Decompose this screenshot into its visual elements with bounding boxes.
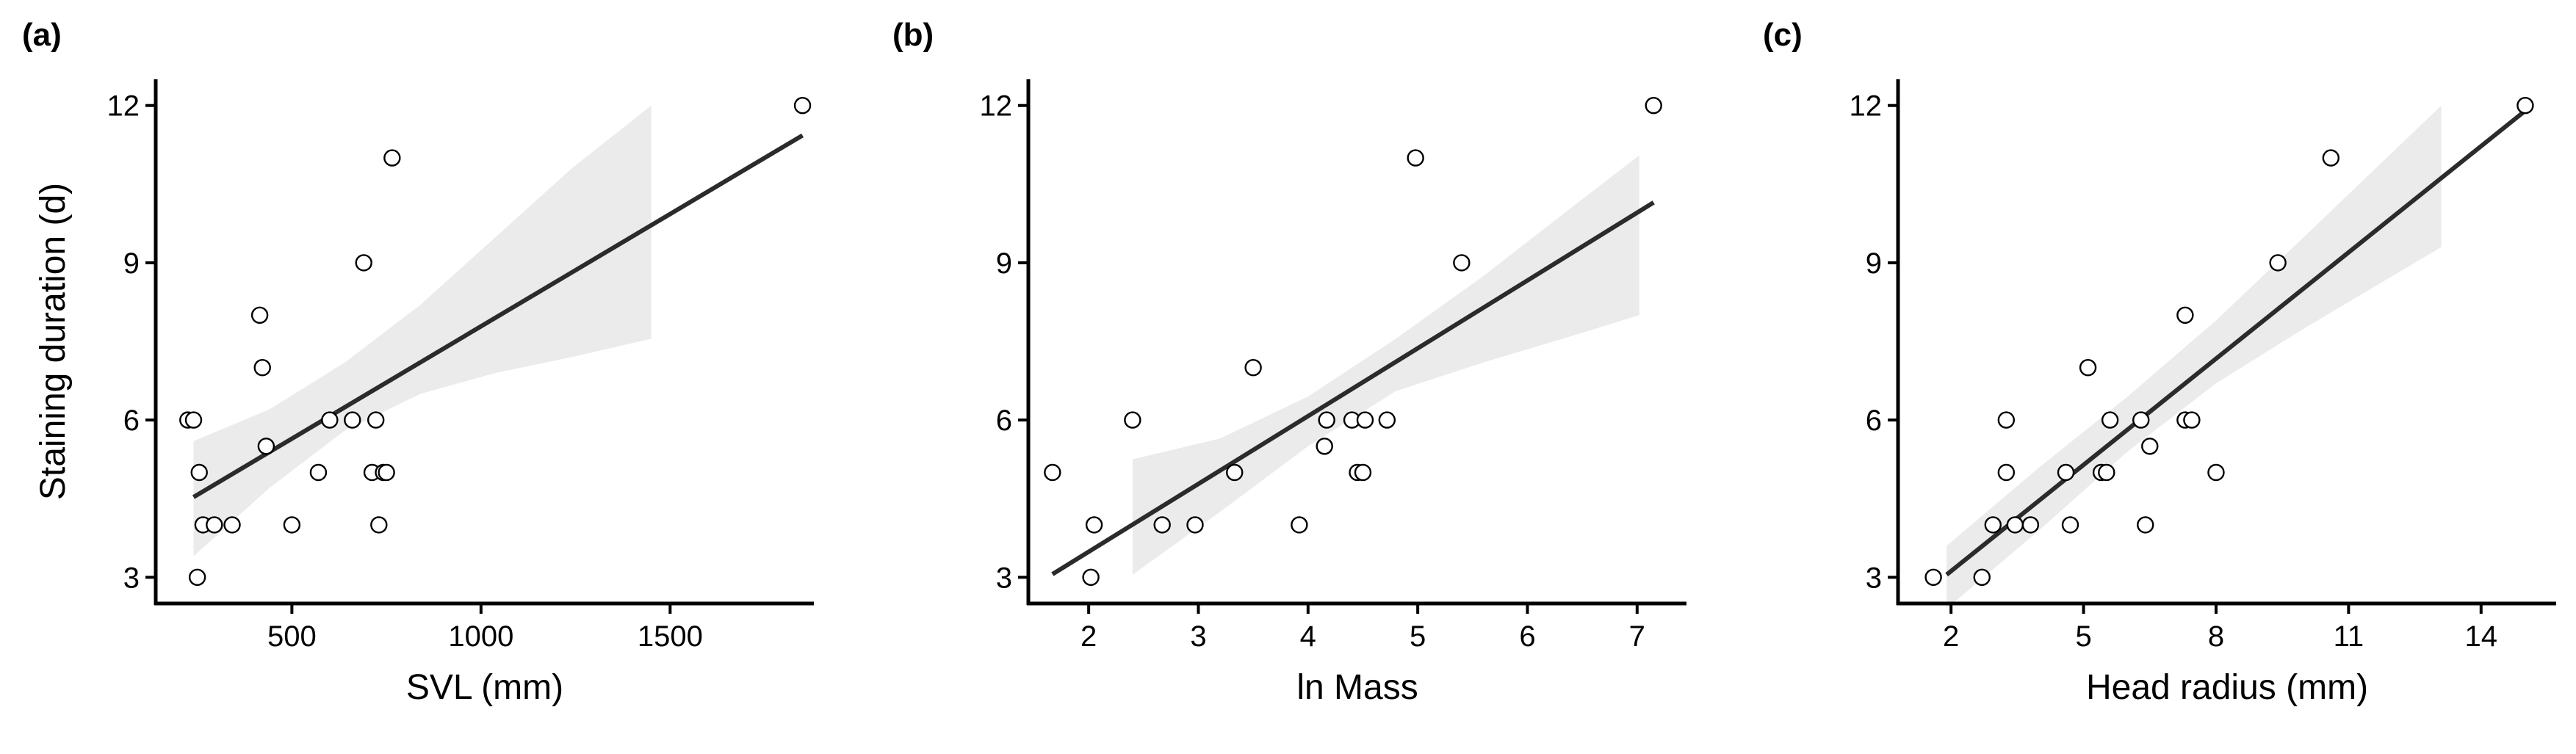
data-point bbox=[1378, 411, 1396, 429]
data-point bbox=[1085, 516, 1103, 534]
x-tick-label: 2 bbox=[1080, 620, 1097, 653]
y-tick-label: 9 bbox=[1866, 247, 1882, 280]
data-point bbox=[1318, 411, 1335, 429]
y-tick-label: 12 bbox=[1850, 90, 1883, 123]
panel-b: 3 6 9 12 2 3 4 5 6 7 ln Mass (b) bbox=[892, 17, 1686, 707]
panel-a: 3 6 9 12 500 1000 1500 SVL (mm) Staining duratio… bbox=[22, 17, 814, 707]
data-point bbox=[1356, 411, 1374, 429]
data-point bbox=[793, 96, 812, 115]
data-point bbox=[2101, 411, 2119, 429]
data-point bbox=[184, 411, 203, 429]
data-point bbox=[2176, 306, 2194, 324]
data-point bbox=[1354, 463, 1372, 482]
y-tick-label: 3 bbox=[1866, 562, 1882, 594]
y-tick-label: 6 bbox=[996, 405, 1012, 437]
data-point bbox=[2207, 463, 2225, 482]
x-axis-label: ln Mass bbox=[1296, 668, 1418, 707]
data-point bbox=[1316, 438, 1333, 455]
data-point bbox=[1153, 516, 1171, 534]
data-point bbox=[344, 411, 361, 429]
data-point bbox=[2061, 516, 2079, 534]
data-point bbox=[2322, 149, 2340, 167]
panel-letter: (b) bbox=[892, 17, 934, 53]
data-point bbox=[2021, 516, 2040, 534]
confidence-band bbox=[1132, 155, 1639, 575]
data-point bbox=[1291, 516, 1308, 534]
y-tick-label: 3 bbox=[123, 562, 140, 594]
data-point bbox=[1973, 568, 1991, 586]
data-point bbox=[283, 516, 301, 534]
data-point bbox=[1226, 463, 1244, 482]
panel-letter: (a) bbox=[22, 17, 62, 53]
data-point bbox=[257, 438, 275, 455]
x-tick-label: 8 bbox=[2208, 620, 2224, 653]
y-tick-label: 9 bbox=[123, 247, 140, 280]
data-point bbox=[2098, 463, 2115, 482]
confidence-band bbox=[1947, 105, 2442, 609]
data-point bbox=[2079, 359, 2097, 377]
data-point bbox=[206, 516, 223, 534]
data-point bbox=[1997, 463, 2016, 482]
x-tick-label: 3 bbox=[1190, 620, 1206, 653]
data-point bbox=[383, 149, 401, 167]
data-point bbox=[378, 463, 395, 482]
data-point bbox=[223, 516, 241, 534]
x-tick-label: 11 bbox=[2334, 620, 2364, 653]
data-point bbox=[2137, 516, 2154, 534]
data-point bbox=[1407, 149, 1424, 167]
y-tick-label: 6 bbox=[123, 405, 140, 437]
y-tick-label: 3 bbox=[996, 562, 1012, 594]
data-point bbox=[2006, 516, 2024, 534]
data-point bbox=[188, 568, 206, 586]
data-point bbox=[355, 254, 372, 272]
regression-line bbox=[1945, 109, 2527, 577]
x-tick-label: 5 bbox=[1410, 620, 1426, 653]
data-point bbox=[1645, 96, 1662, 115]
data-point bbox=[250, 306, 269, 324]
y-tick-label: 12 bbox=[107, 90, 140, 123]
confidence-band bbox=[193, 105, 652, 557]
y-tick-label: 9 bbox=[996, 247, 1012, 280]
x-tick-label: 4 bbox=[1300, 620, 1316, 653]
x-tick-label: 2 bbox=[1943, 620, 1959, 653]
x-tick-label: 500 bbox=[267, 620, 317, 653]
x-tick-label: 5 bbox=[2075, 620, 2091, 653]
data-point bbox=[1082, 568, 1100, 586]
data-point bbox=[2517, 96, 2534, 115]
data-point bbox=[2183, 411, 2201, 429]
x-axis-label: Head radius (mm) bbox=[2086, 668, 2368, 707]
data-point bbox=[367, 411, 385, 429]
data-point bbox=[1044, 463, 1061, 482]
x-tick-label: 6 bbox=[1519, 620, 1535, 653]
panel-c: 3 6 9 12 2 5 8 11 14 Head radius (mm) (c) bbox=[1763, 17, 2556, 707]
data-point bbox=[2269, 254, 2287, 272]
data-point bbox=[1186, 516, 1204, 534]
data-point bbox=[2132, 411, 2150, 429]
regression-line bbox=[192, 133, 804, 499]
data-point bbox=[1997, 411, 2016, 429]
data-point bbox=[2141, 438, 2159, 455]
y-tick-label: 12 bbox=[980, 90, 1013, 123]
data-point bbox=[1984, 516, 2002, 534]
data-point bbox=[1453, 254, 1471, 272]
regression-line bbox=[1051, 200, 1655, 576]
x-tick-label: 1000 bbox=[448, 620, 513, 653]
data-point bbox=[309, 463, 328, 482]
data-point bbox=[190, 463, 208, 482]
data-point bbox=[1244, 359, 1262, 377]
x-axis-label: SVL (mm) bbox=[406, 668, 563, 707]
panel-letter: (c) bbox=[1763, 17, 1803, 53]
data-point bbox=[253, 359, 271, 377]
x-tick-label: 7 bbox=[1629, 620, 1645, 653]
x-tick-label: 1500 bbox=[638, 620, 703, 653]
x-tick-label: 14 bbox=[2465, 620, 2498, 653]
data-point bbox=[370, 516, 388, 534]
data-point bbox=[1924, 568, 1942, 586]
data-point bbox=[321, 411, 339, 429]
data-point bbox=[2057, 463, 2075, 482]
data-point bbox=[1124, 411, 1141, 429]
y-tick-label: 6 bbox=[1866, 405, 1882, 437]
y-axis-label: Staining duration (d) bbox=[34, 183, 73, 500]
